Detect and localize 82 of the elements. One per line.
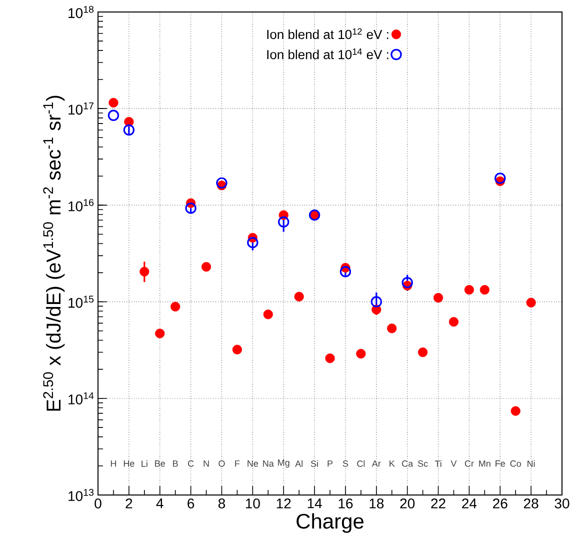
annotation: P <box>328 460 333 467</box>
annotation: Mn <box>479 460 490 467</box>
annotation: H <box>110 460 116 467</box>
x-tick-label: 26 <box>493 498 508 508</box>
point <box>418 347 428 358</box>
annotation: Be <box>155 460 165 467</box>
text: E$^{2.50}$ x (dJ/dE) (eV$^{1.50}$ m$^{-2}$ sec$^{-1}$ sr$^{-1}$) <box>43 96 65 411</box>
point <box>170 302 180 312</box>
point <box>185 202 196 214</box>
annotation: B <box>173 460 178 467</box>
point <box>464 285 474 295</box>
point <box>201 262 212 272</box>
annotation: Ne <box>248 460 258 467</box>
y-tick-label: 10$^{15}$ <box>68 296 94 308</box>
point <box>448 317 459 327</box>
annotation: S <box>342 460 348 467</box>
point <box>108 98 118 108</box>
annotation: Ti <box>434 460 442 467</box>
point <box>247 236 258 248</box>
annotation: Fe <box>496 460 505 467</box>
point <box>123 124 135 136</box>
x-tick-label: 2 <box>126 498 132 508</box>
annotation: Sc <box>418 460 428 467</box>
point <box>494 172 506 184</box>
x-tick-label: 24 <box>462 498 477 508</box>
x-tick-label: 12 <box>276 498 291 508</box>
annotation: Ca <box>402 460 414 467</box>
y-tick-label: 10$^{18}$ <box>68 6 94 18</box>
point <box>278 216 290 228</box>
point <box>433 292 444 303</box>
x-tick-label: 4 <box>156 498 164 508</box>
annotation: Cl <box>357 460 365 467</box>
legend-label: Ion blend at 10$^{12}$ eV : <box>267 28 388 40</box>
point <box>232 344 242 354</box>
y-tick-label: 10$^{14}$ <box>68 392 94 404</box>
x-tick-label: 0 <box>94 498 102 508</box>
point <box>387 324 397 334</box>
annotation: Na <box>263 460 274 467</box>
point <box>480 285 490 295</box>
point <box>510 406 520 416</box>
x-tick-label: 22 <box>431 498 446 508</box>
annotation: N <box>204 460 209 467</box>
point <box>216 177 228 189</box>
annotation: Co <box>510 460 521 467</box>
x-tick-label: 28 <box>524 498 538 508</box>
x-tick-label: 30 <box>554 498 570 508</box>
legend-label: Ion blend at 10$^{14}$ eV : <box>267 48 388 60</box>
x-tick-label: 16 <box>338 498 353 508</box>
point <box>108 110 120 121</box>
x-axis-title: Charge <box>296 513 364 533</box>
point <box>340 266 352 278</box>
annotation: O <box>218 460 225 467</box>
x-tick-label: 20 <box>400 498 415 508</box>
annotation: K <box>390 460 395 467</box>
point <box>140 266 150 276</box>
x-tick-label: 6 <box>188 498 194 508</box>
annotation: He <box>124 460 134 467</box>
point <box>294 292 304 302</box>
annotation: Mg <box>278 460 290 468</box>
x-tick-label: 10 <box>246 498 260 508</box>
annotation: Al <box>295 460 302 467</box>
point <box>155 328 165 338</box>
point <box>263 310 273 320</box>
annotation: Cr <box>464 460 474 467</box>
annotation: C <box>188 460 194 467</box>
point <box>526 298 536 308</box>
y-tick-label: 10$^{13}$ <box>68 488 94 502</box>
annotation: V <box>450 460 457 467</box>
point <box>402 276 413 288</box>
annotation: Si <box>310 460 318 467</box>
annotation: F <box>235 460 240 467</box>
y-tick-label: 10$^{16}$ <box>68 199 94 212</box>
x-tick-label: 8 <box>218 498 226 508</box>
point <box>356 348 366 359</box>
annotation: Ar <box>372 460 381 467</box>
x-tick-label: 14 <box>308 498 322 508</box>
point <box>370 296 382 308</box>
annotation: Li <box>142 460 148 467</box>
point <box>325 353 335 364</box>
annotation: Ni <box>528 460 535 467</box>
x-tick-label: 18 <box>370 498 384 508</box>
y-tick-label: 10$^{17}$ <box>68 102 94 115</box>
